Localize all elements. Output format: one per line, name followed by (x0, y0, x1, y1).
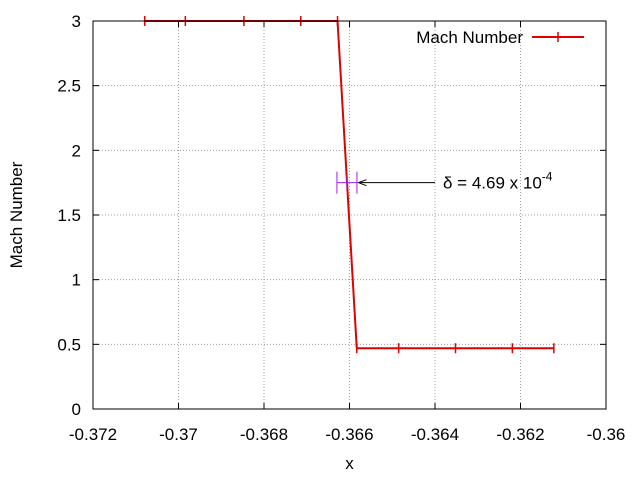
arrow-head (357, 179, 367, 187)
annotation-text: δ = 4.69 x 10-4 (443, 170, 553, 193)
y-tick-label: 2 (72, 141, 81, 160)
x-tick-label: -0.366 (325, 425, 373, 444)
legend-label: Mach Number (416, 28, 523, 47)
legend: Mach Number (416, 28, 584, 47)
plot-frame (92, 20, 607, 410)
y-tick-label: 1.5 (57, 206, 81, 225)
y-tick-label: 1 (72, 271, 81, 290)
y-tick-label: 0.5 (57, 335, 81, 354)
y-tick-label: 2.5 (57, 77, 81, 96)
y-tick-label: 0 (72, 400, 81, 419)
y-axis-label: Mach Number (7, 161, 26, 268)
annotation-text-main: δ = 4.69 x 10 (443, 174, 542, 193)
x-tick-label: -0.368 (240, 425, 288, 444)
axis-tick-labels: -0.372 -0.37 -0.368 -0.366 -0.364 -0.362 -0.36… (57, 12, 625, 444)
annotation-layer: δ = 4.69 x 10-4 (336, 170, 553, 194)
x-axis-label: x (345, 454, 354, 473)
x-tick-label: -0.364 (411, 425, 459, 444)
x-tick-label: -0.37 (159, 425, 198, 444)
annotation-text-superscript: -4 (542, 170, 553, 184)
x-tick-label: -0.372 (69, 425, 117, 444)
x-tick-label: -0.36 (587, 425, 626, 444)
x-tick-label: -0.362 (496, 425, 544, 444)
y-tick-label: 3 (72, 12, 81, 31)
